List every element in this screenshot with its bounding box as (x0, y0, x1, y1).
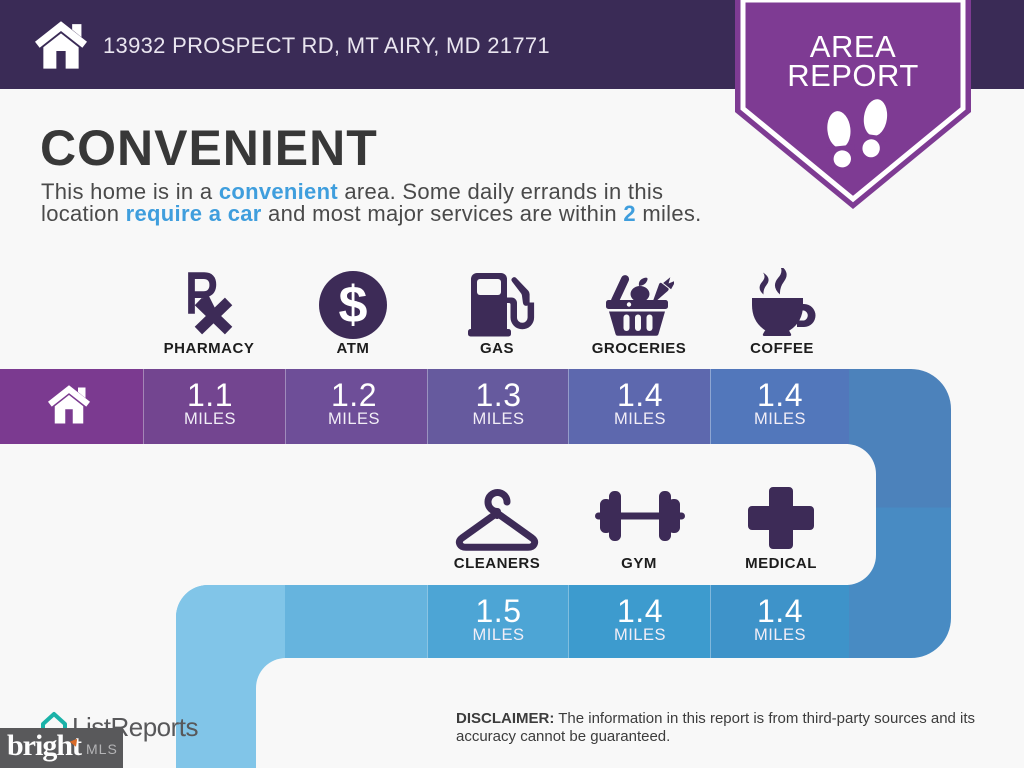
svg-text:REPORT: REPORT (787, 58, 919, 93)
svg-text:$: $ (339, 276, 368, 334)
svg-text:AREA: AREA (810, 29, 896, 64)
